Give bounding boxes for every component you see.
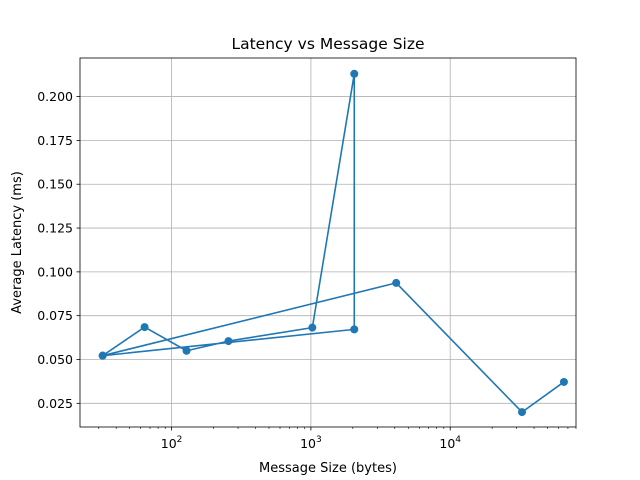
- y-tick-label: 0.175: [37, 133, 73, 148]
- y-tick-label: 0.150: [37, 177, 73, 192]
- x-axis-label: Message Size (bytes): [259, 461, 397, 476]
- plot-series: [98, 69, 568, 417]
- y-axis-ticks: 0.025 0.050 0.075 0.100 0.125 0.150 0.175 0.200: [37, 89, 80, 411]
- y-tick-label: 0.050: [37, 352, 73, 367]
- x-tick-label: 104: [439, 435, 461, 451]
- data-point: [98, 351, 107, 360]
- data-point: [308, 323, 317, 332]
- x-tick-label: 103: [300, 435, 322, 451]
- data-point: [350, 325, 359, 334]
- y-tick-label: 0.100: [37, 264, 73, 279]
- grid: [80, 58, 576, 427]
- data-point: [140, 323, 149, 332]
- data-point: [182, 346, 191, 355]
- data-point: [392, 278, 401, 287]
- y-axis-label: Average Latency (ms): [10, 171, 25, 314]
- data-point: [350, 69, 359, 78]
- data-point: [224, 337, 233, 346]
- data-point: [559, 377, 568, 386]
- x-axis-ticks: 102 103 104: [98, 427, 577, 451]
- plot-frame: [79, 57, 577, 428]
- chart-title: Latency vs Message Size: [231, 35, 424, 53]
- y-tick-label: 0.200: [37, 89, 73, 104]
- y-tick-label: 0.125: [37, 221, 73, 236]
- y-tick-label: 0.075: [37, 308, 73, 323]
- y-tick-label: 0.025: [37, 396, 73, 411]
- x-tick-label: 102: [161, 435, 183, 451]
- data-point: [518, 408, 527, 417]
